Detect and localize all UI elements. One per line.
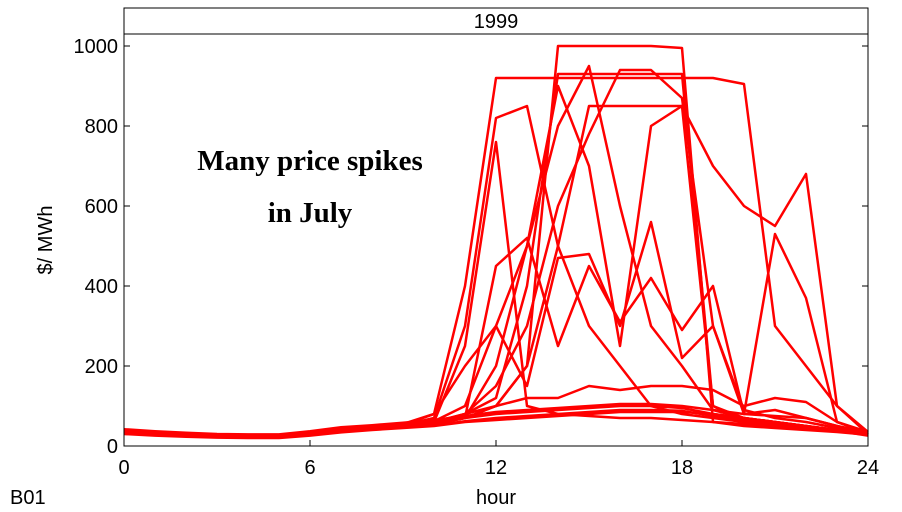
series-line [123,408,869,439]
series-line [123,72,869,439]
y-tick-label: 200 [85,356,118,378]
series-line [123,44,869,438]
x-tick-label: 18 [671,457,693,479]
annotation: in July [268,197,353,229]
series-line [123,76,869,438]
plot-area [123,44,869,440]
x-tick-label: 0 [118,457,129,479]
x-tick-label: 6 [304,457,315,479]
strip [123,7,869,35]
y-tick-label: 800 [85,116,118,138]
y-tick-label: 0 [107,436,118,458]
y-axis-label: $/ MWh [35,206,57,275]
y-tick-label: 1000 [74,36,119,58]
series-line [123,84,869,437]
panel-label: B01 [10,487,46,509]
y-tick-label: 400 [85,276,118,298]
x-tick-label: 24 [857,457,879,479]
annotation: Many price spikes [197,145,423,177]
x-axis-label: hour [476,487,516,509]
x-tick-label: 12 [485,457,507,479]
y-tick-label: 600 [85,196,118,218]
chart-title: 1999 [474,11,519,33]
